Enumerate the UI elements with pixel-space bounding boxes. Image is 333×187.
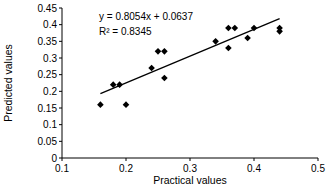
x-tick	[254, 158, 255, 161]
point	[155, 48, 162, 55]
x-tick-label: 0.2	[119, 163, 133, 174]
y-axis-title: Predicted values	[2, 44, 14, 122]
point	[244, 35, 251, 42]
point	[212, 38, 219, 45]
x-tick-label: 0.5	[311, 163, 325, 174]
x-tick-label: 0.3	[183, 163, 197, 174]
y-tick	[59, 74, 62, 75]
annotation: R² = 0.8345	[99, 26, 152, 37]
x-tick-label: 0.1	[55, 163, 69, 174]
y-tick	[59, 124, 62, 125]
y-tick	[59, 58, 62, 59]
point	[123, 101, 130, 108]
point	[97, 101, 104, 108]
y-tick-label: 0.1	[43, 119, 57, 130]
y-tick-label: 0	[51, 153, 57, 164]
chart-container: 0 0.05 0.1 0.15 0.2 0.25 0.3 0.35 0.4 0.45 0.1 0.2 0…	[0, 0, 333, 187]
point	[232, 25, 239, 32]
x-axis-title: Practical values	[153, 174, 227, 186]
x-tick	[126, 158, 127, 161]
annotation: y = 0.8054x + 0.0637	[99, 11, 193, 22]
y-tick	[59, 108, 62, 109]
chart: 0 0.05 0.1 0.15 0.2 0.25 0.3 0.35 0.4 0.45 0.1 0.2 0…	[0, 0, 333, 187]
y-tick-label: 0.15	[38, 103, 58, 114]
x-tick	[318, 158, 319, 161]
x-tick	[62, 158, 63, 161]
y-tick-label: 0.3	[43, 53, 57, 64]
y-tick	[59, 41, 62, 42]
y-tick	[59, 141, 62, 142]
y-tick-label: 0.45	[38, 3, 58, 14]
y-tick-label: 0.2	[43, 86, 57, 97]
x-tick-label: 0.4	[247, 163, 261, 174]
y-tick-label: 0.35	[38, 36, 58, 47]
y-axis	[62, 8, 63, 158]
point	[161, 48, 168, 55]
point	[225, 45, 232, 52]
plot-area	[97, 19, 283, 108]
point	[276, 25, 283, 32]
y-tick-label: 0.05	[38, 136, 58, 147]
point	[148, 65, 155, 72]
y-tick	[59, 8, 62, 9]
y-tick	[59, 91, 62, 92]
y-tick-label: 0.25	[38, 69, 58, 80]
y-tick-label: 0.4	[43, 19, 57, 30]
x-tick	[190, 158, 191, 161]
y-tick	[59, 24, 62, 25]
point	[161, 75, 168, 82]
point	[225, 25, 232, 32]
